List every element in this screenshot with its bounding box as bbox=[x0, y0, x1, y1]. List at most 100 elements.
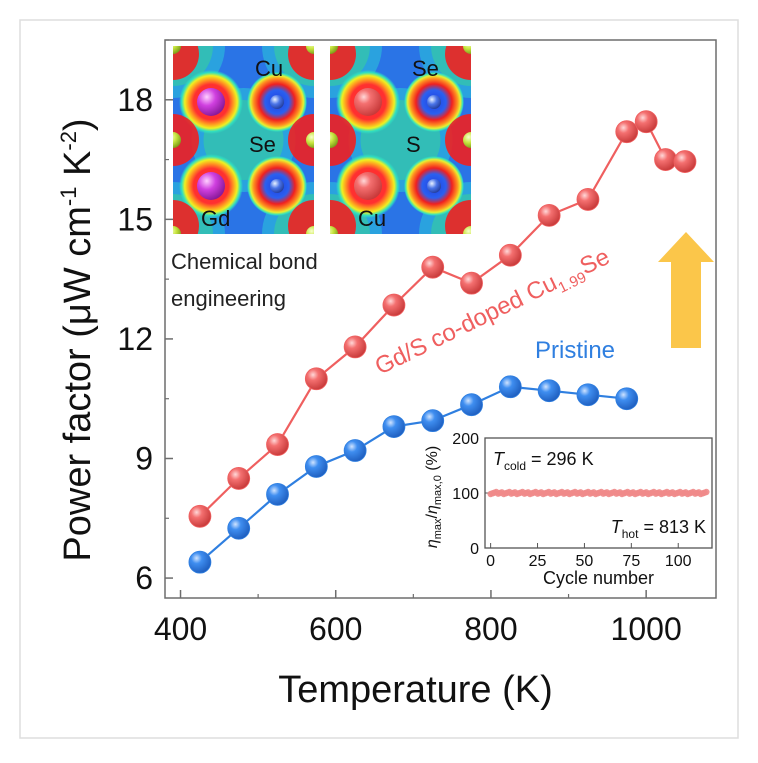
series-point bbox=[421, 255, 445, 279]
structure-atom-label: Se bbox=[249, 132, 276, 157]
inset-x-tick-label: 100 bbox=[665, 553, 692, 570]
edge-density-lobe bbox=[330, 114, 356, 166]
edge-density-lobe bbox=[445, 114, 471, 166]
inset-x-tick-label: 25 bbox=[529, 553, 547, 570]
inset-x-tick-label: 75 bbox=[622, 553, 640, 570]
series-point bbox=[227, 467, 251, 490]
structure-atom-label: Se bbox=[412, 56, 439, 81]
structure-atom-label: Gd bbox=[201, 206, 230, 231]
y-tick-label: 9 bbox=[135, 441, 153, 477]
plot-area-border bbox=[164, 39, 717, 599]
inset-y-tick-label: 0 bbox=[470, 541, 479, 558]
series-point bbox=[537, 203, 561, 227]
y-tick-label: 18 bbox=[117, 82, 153, 118]
series-point bbox=[188, 550, 212, 574]
atom bbox=[173, 46, 181, 54]
series-point bbox=[382, 415, 406, 439]
atom bbox=[270, 179, 284, 193]
edge-density-lobe bbox=[173, 46, 199, 80]
y-axis-label: Power factor (μW cm-1 K-2) bbox=[56, 118, 99, 561]
inset-y-label-subscript: max bbox=[432, 518, 444, 539]
series-point bbox=[576, 383, 600, 407]
inset-t-value: = 296 K bbox=[526, 449, 594, 469]
inset-data-point bbox=[703, 488, 710, 496]
structure-atom-label: Cu bbox=[358, 206, 386, 231]
atom bbox=[463, 132, 471, 148]
inset-t-cold-label: Tcold = 296 K bbox=[493, 449, 594, 473]
series-point bbox=[304, 455, 328, 478]
pristine-series-label: Pristine bbox=[535, 337, 615, 364]
inset-y-label-part: η bbox=[424, 539, 441, 548]
x-tick-label: 400 bbox=[154, 611, 207, 647]
atom bbox=[427, 95, 441, 109]
structure-caption-line2: engineering bbox=[171, 286, 286, 311]
inset-x-axis-label: Cycle number bbox=[543, 568, 654, 588]
series-point bbox=[576, 188, 600, 211]
series-point bbox=[654, 148, 677, 171]
atom bbox=[306, 46, 314, 54]
inset-t-hot-label: Thot = 813 K bbox=[611, 517, 706, 541]
improvement-arrow bbox=[658, 232, 714, 348]
inset-y-axis-label: ηmax/ηmax,0 (%) bbox=[424, 446, 444, 548]
inset-y-tick-label: 200 bbox=[452, 431, 479, 448]
edge-density-lobe bbox=[445, 200, 471, 234]
series-point bbox=[498, 375, 522, 399]
inset-y-label-part: (%) bbox=[424, 446, 441, 475]
structure-panel bbox=[330, 46, 471, 234]
inset-y-label-subscript: max,0 bbox=[432, 475, 444, 505]
series-point bbox=[615, 120, 639, 144]
edge-density-lobe bbox=[173, 200, 199, 234]
structure-atom-label: S bbox=[406, 132, 421, 157]
series-point bbox=[343, 335, 367, 359]
atom bbox=[306, 226, 314, 234]
series-point bbox=[227, 516, 251, 540]
structure-caption-line1: Chemical bond bbox=[171, 249, 318, 274]
series-point bbox=[615, 387, 639, 411]
series-point bbox=[421, 409, 445, 433]
x-tick-label: 600 bbox=[309, 611, 362, 647]
inset-x-tick-label: 0 bbox=[486, 553, 495, 570]
series-point bbox=[382, 293, 406, 317]
series-point bbox=[460, 393, 483, 417]
inset-t-value: = 813 K bbox=[638, 517, 706, 537]
x-tick-label: 1000 bbox=[611, 611, 682, 647]
atom bbox=[427, 179, 441, 193]
series-point bbox=[188, 504, 212, 528]
inset-t-symbol: T bbox=[611, 517, 624, 537]
inset-t-subscript: hot bbox=[622, 527, 639, 541]
atom bbox=[354, 88, 382, 116]
y-axis-label-part: K bbox=[57, 151, 99, 187]
atom bbox=[330, 226, 338, 234]
atom bbox=[173, 226, 181, 234]
y-axis-label-superscript: -2 bbox=[56, 131, 81, 151]
edge-density-lobe bbox=[445, 46, 471, 80]
y-axis-label-part: Power factor (μW cm bbox=[57, 206, 99, 562]
atom bbox=[463, 226, 471, 234]
atom bbox=[330, 46, 338, 54]
y-tick-label: 15 bbox=[117, 201, 153, 237]
atom bbox=[306, 132, 314, 148]
atom bbox=[173, 132, 181, 148]
series-point bbox=[266, 433, 289, 456]
edge-density-lobe bbox=[288, 200, 314, 234]
edge-density-lobe bbox=[288, 46, 314, 80]
atom bbox=[354, 172, 382, 200]
series-point bbox=[498, 243, 522, 267]
atom bbox=[330, 132, 338, 148]
edge-density-lobe bbox=[288, 114, 314, 166]
x-tick-label: 800 bbox=[464, 611, 517, 647]
y-axis-label-superscript: -1 bbox=[56, 187, 81, 207]
inset-x-tick-label: 50 bbox=[576, 553, 594, 570]
atom bbox=[197, 88, 225, 116]
atom bbox=[197, 172, 225, 200]
structure-inset: Cu Se Gd Se S Cu bbox=[173, 46, 471, 234]
series-point bbox=[343, 439, 367, 462]
inset-t-subscript: cold bbox=[504, 459, 526, 473]
y-axis-label-part: ) bbox=[57, 118, 99, 131]
series-point bbox=[460, 271, 483, 295]
atom bbox=[463, 46, 471, 54]
series-point bbox=[673, 150, 697, 173]
